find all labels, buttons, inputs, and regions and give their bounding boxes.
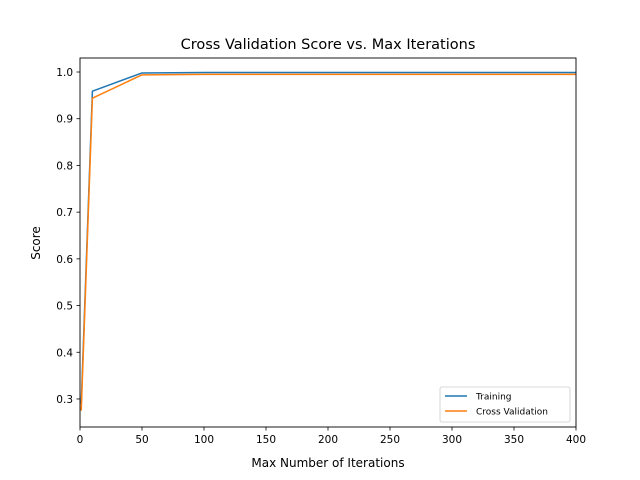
y-tick-label: 1.0 [56, 67, 73, 79]
x-tick-label: 50 [135, 434, 148, 446]
x-tick-label: 100 [194, 434, 214, 446]
legend-label-cross-validation: Cross Validation [476, 408, 548, 418]
legend-box [439, 386, 571, 423]
x-tick-label: 150 [256, 434, 276, 446]
series-line-training [80, 71, 576, 404]
legend: Training Cross Validation [439, 386, 571, 423]
x-tick-label: 200 [318, 434, 338, 446]
x-tick-label: 300 [442, 434, 462, 446]
x-tick-label: 250 [380, 434, 400, 446]
y-tick-label: 0.4 [56, 347, 73, 359]
x-axis-label: Max Number of Iterations [251, 456, 404, 470]
chart-title: Cross Validation Score vs. Max Iteration… [181, 37, 476, 53]
y-tick-label: 0.5 [56, 301, 73, 313]
ticks-layer: 0 50 100 150 200 250 300 350 400 0.3 0.4 0.5 0.6 0.7 0… [56, 67, 586, 446]
y-tick-label: 0.9 [56, 114, 73, 126]
series-line-cross-validation [80, 73, 576, 411]
x-tick-label: 0 [77, 434, 84, 446]
x-tick-label: 400 [566, 434, 586, 446]
series-layer [80, 71, 576, 411]
y-axis-label: Score [29, 226, 43, 260]
y-tick-label: 0.3 [56, 394, 73, 406]
y-tick-label: 0.7 [56, 207, 73, 219]
plot-frame [79, 57, 577, 428]
legend-label-training: Training [475, 393, 512, 403]
y-tick-label: 0.6 [56, 254, 73, 266]
y-tick-label: 0.8 [56, 160, 73, 172]
x-tick-label: 350 [504, 434, 524, 446]
